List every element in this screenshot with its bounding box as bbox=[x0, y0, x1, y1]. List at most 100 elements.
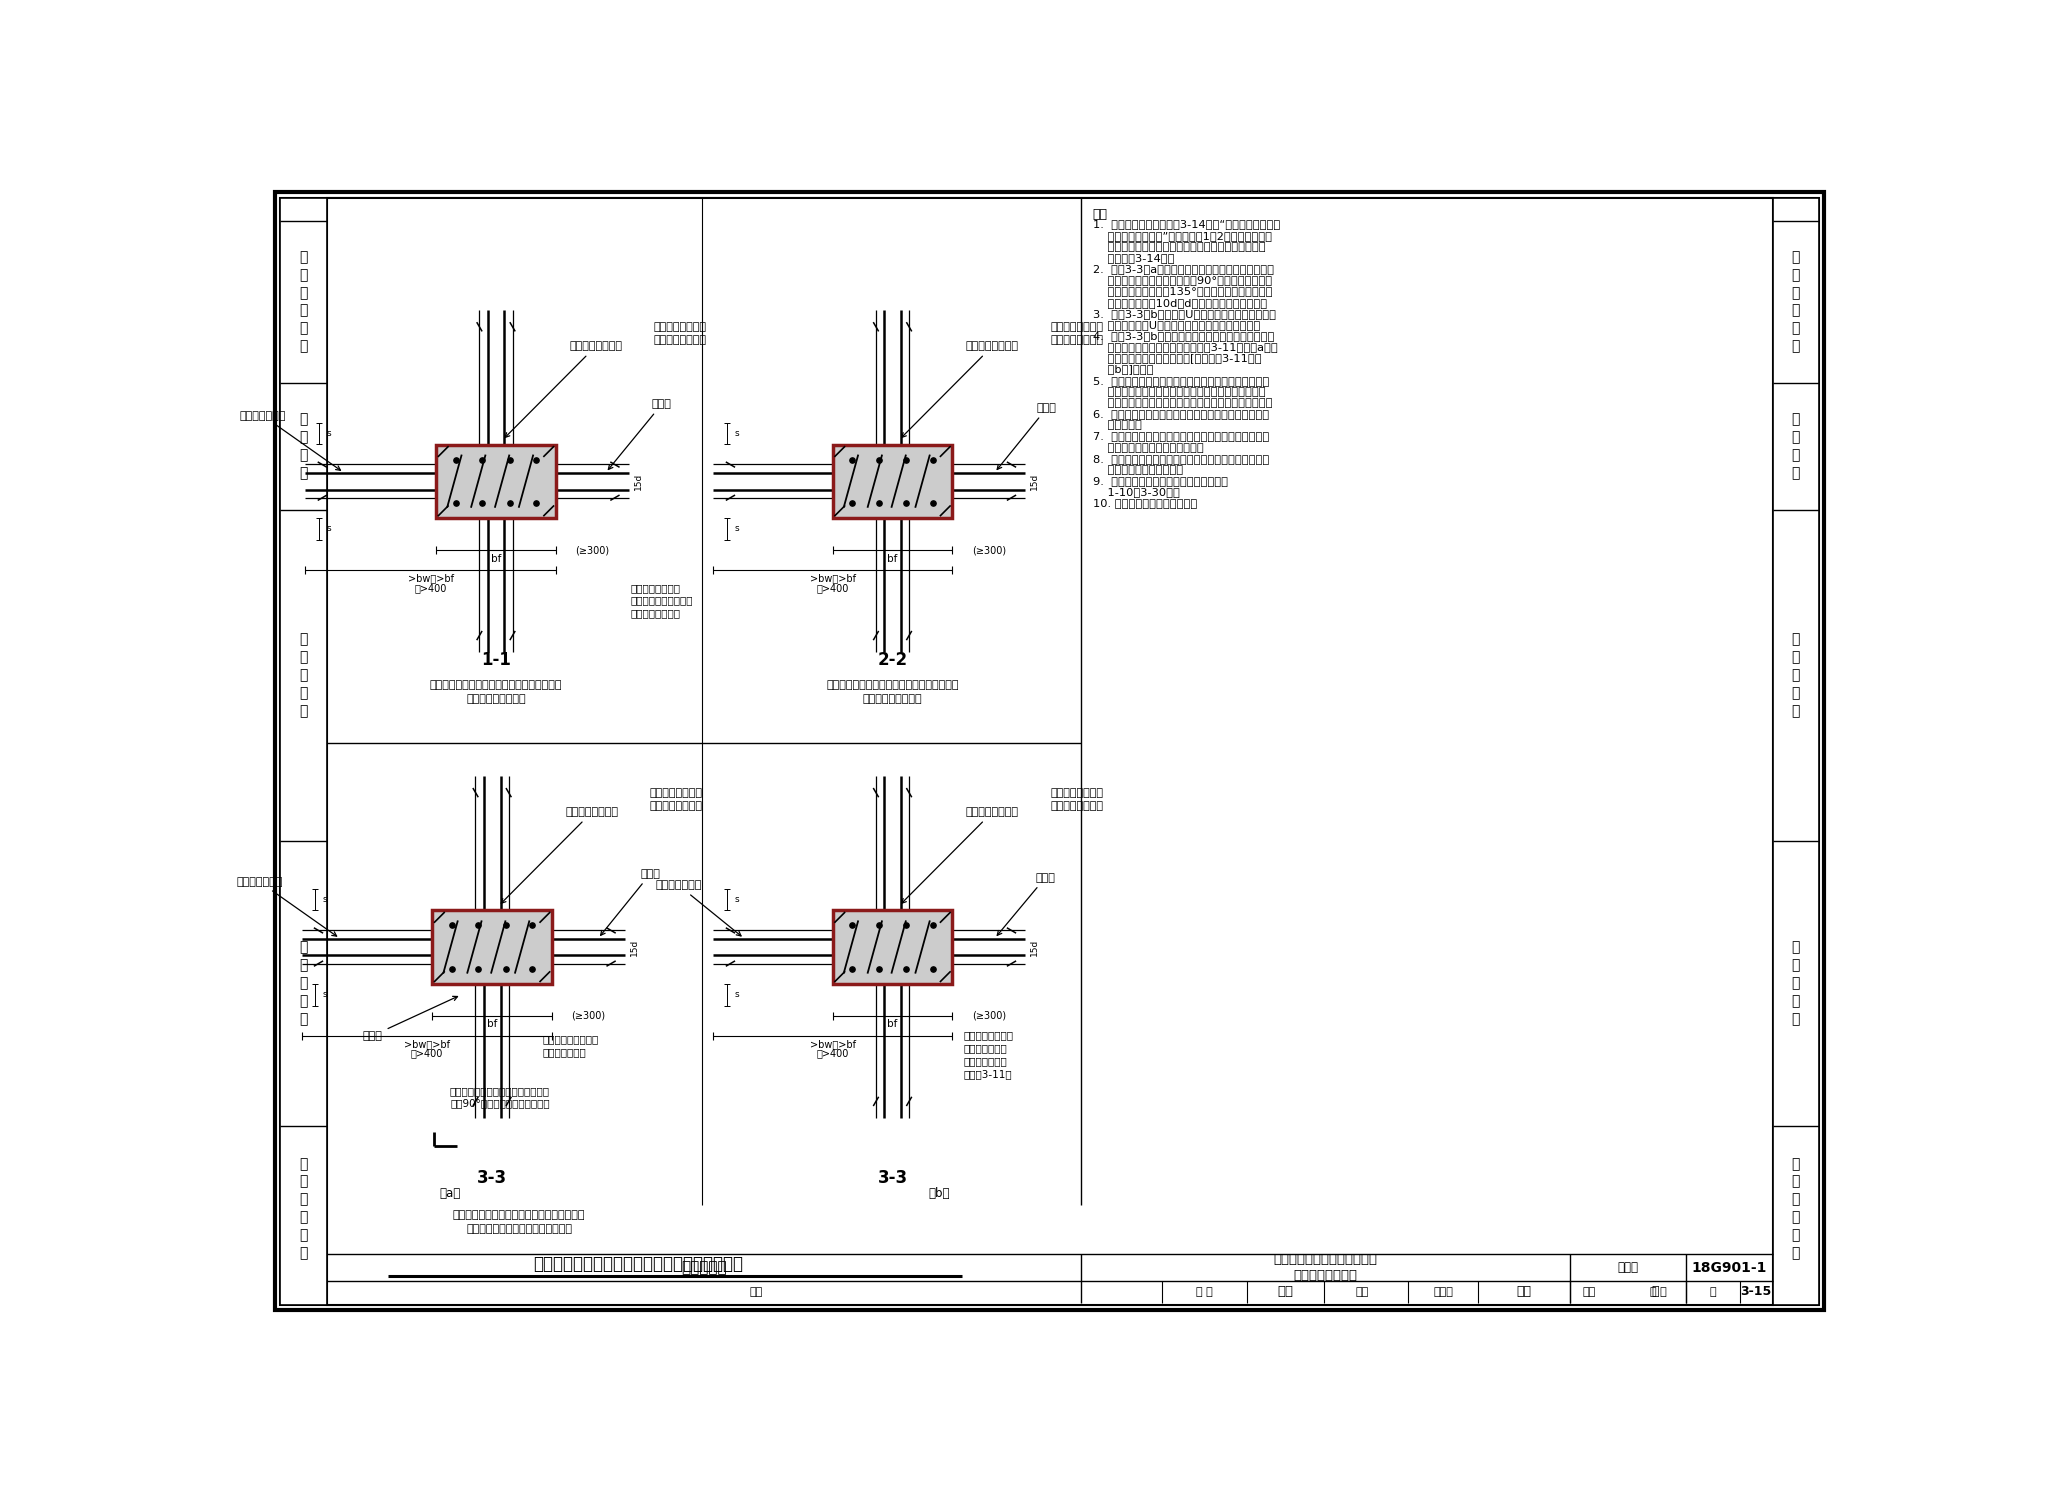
Text: 拉结筋: 拉结筋 bbox=[997, 403, 1057, 469]
Text: 且>400: 且>400 bbox=[817, 583, 850, 592]
Text: 3.  剖面3-3（b）中采用U形钢筋与剪力墙水平分布钢: 3. 剖面3-3（b）中采用U形钢筋与剪力墙水平分布钢 bbox=[1094, 308, 1276, 318]
Text: 审核: 审核 bbox=[750, 1287, 762, 1298]
Text: 多于两层。: 多于两层。 bbox=[1094, 420, 1141, 430]
Text: 墙体水平分布筋: 墙体水平分布筋 bbox=[236, 876, 336, 936]
Text: 件范围外错开搭接，详见本图集第3-11页图（a）。: 件范围外错开搭接，详见本图集第3-11页图（a）。 bbox=[1094, 342, 1278, 353]
Text: 官志: 官志 bbox=[1516, 1286, 1532, 1299]
Text: 9.  拉结筋构造做法和排布规则见本图集第: 9. 拉结筋构造做法和排布规则见本图集第 bbox=[1094, 476, 1227, 487]
Bar bbox=[1774, 198, 1819, 1305]
Text: 框
架
部
分: 框 架 部 分 bbox=[299, 412, 307, 481]
Text: 外圈设置封闭箍筋）: 外圈设置封闭箍筋） bbox=[467, 693, 526, 704]
Text: bf: bf bbox=[492, 554, 502, 564]
Text: 18G901-1: 18G901-1 bbox=[1692, 1260, 1767, 1275]
Text: s: s bbox=[322, 894, 328, 903]
Text: 曹 爽: 曹 爽 bbox=[1651, 1287, 1667, 1298]
Text: 6.  沿构造边缘构件外封闭箍筋周边，箍筋局部重叠不宜: 6. 沿构造边缘构件外封闭箍筋周边，箍筋局部重叠不宜 bbox=[1094, 409, 1270, 420]
Text: >bw，>bf: >bw，>bf bbox=[403, 1040, 451, 1049]
Bar bbox=[834, 445, 952, 518]
Text: 皮与剪力墙竖向分布筋外皮应位于同一垂直平面，边: 皮与剪力墙竖向分布筋外皮应位于同一垂直平面，边 bbox=[1094, 387, 1266, 397]
Text: s: s bbox=[326, 429, 332, 437]
Text: 15d: 15d bbox=[1030, 473, 1038, 490]
Text: 普
通
板
部
分: 普 通 板 部 分 bbox=[299, 940, 307, 1025]
Text: 且>400: 且>400 bbox=[414, 583, 446, 592]
Bar bbox=[281, 198, 326, 1305]
Text: 高志强: 高志强 bbox=[1434, 1287, 1452, 1298]
Text: 替代外圈封闭箍筋
的墙体水平分布
钢筋搭接做法见
本图集3-11页: 替代外圈封闭箍筋 的墙体水平分布 钢筋搭接做法见 本图集3-11页 bbox=[965, 1031, 1014, 1079]
Text: （构造边缘构件箍筋与墙体水平筋标高相同，: （构造边缘构件箍筋与墙体水平筋标高相同， bbox=[430, 680, 563, 690]
Text: 1-1: 1-1 bbox=[481, 650, 510, 668]
Text: 剪力墙构造边缘构件（翼墙）
钢筋排布构造详图: 剪力墙构造边缘构件（翼墙） 钢筋排布构造详图 bbox=[1274, 1253, 1378, 1283]
Text: 1.  本页图需结合本图集第3-14页中“剪力墙构造边缘构: 1. 本页图需结合本图集第3-14页中“剪力墙构造边缘构 bbox=[1094, 219, 1280, 229]
Text: 设计: 设计 bbox=[1583, 1287, 1595, 1298]
Text: 校对: 校对 bbox=[1356, 1287, 1368, 1298]
Text: 剪力墙部分: 剪力墙部分 bbox=[682, 1260, 727, 1275]
Text: 3-3: 3-3 bbox=[877, 1170, 907, 1187]
Text: 替代外圈封闭箍筋的墙体水平分布筋
墙都90°弯折后勾住对边竖向钢筋: 替代外圈封闭箍筋的墙体水平分布筋 墙都90°弯折后勾住对边竖向钢筋 bbox=[451, 1086, 549, 1109]
Text: 本图集第3-14页。: 本图集第3-14页。 bbox=[1094, 253, 1174, 263]
Text: （b）: （b） bbox=[928, 1187, 950, 1199]
Text: 图集号: 图集号 bbox=[1618, 1262, 1638, 1274]
Text: 剪
力
墙
部
分: 剪 力 墙 部 分 bbox=[299, 632, 307, 717]
Text: s: s bbox=[735, 990, 739, 1000]
Text: 外圈设置封闭箍筋）: 外圈设置封闭箍筋） bbox=[862, 693, 922, 704]
Text: 一
般
构
造
要
求: 一 般 构 造 要 求 bbox=[299, 250, 307, 353]
Text: 15d: 15d bbox=[633, 473, 643, 490]
Text: 缘构件箍筋与墙身水平分布筋内皮应位于同一垂直面。: 缘构件箍筋与墙身水平分布筋内皮应位于同一垂直面。 bbox=[1094, 397, 1272, 408]
Text: （构造边缘构件箍筋与墙体水平筋标高相同，: （构造边缘构件箍筋与墙体水平筋标高相同， bbox=[453, 1210, 586, 1220]
Text: 且>400: 且>400 bbox=[410, 1049, 442, 1058]
Text: 伸到对应并在墙部做135°弯钩勾住竖向钢筋。弯折: 伸到对应并在墙部做135°弯钩勾住竖向钢筋。弯折 bbox=[1094, 286, 1272, 296]
Text: （a）: （a） bbox=[438, 1187, 461, 1199]
Text: 宜同时勾住边缘构
件竖向钢筋和箍筋: 宜同时勾住边缘构 件竖向钢筋和箍筋 bbox=[653, 321, 707, 345]
Text: (≥300): (≥300) bbox=[571, 1010, 606, 1021]
Text: 件，在墙的端部竖向钢筋外侧90°水平弯折，然后延: 件，在墙的端部竖向钢筋外侧90°水平弯折，然后延 bbox=[1094, 275, 1272, 286]
Text: 15d: 15d bbox=[629, 939, 639, 955]
Text: 墙体水平分布筋: 墙体水平分布筋 bbox=[240, 411, 340, 470]
Text: (≥300): (≥300) bbox=[971, 1010, 1006, 1021]
Text: 15d: 15d bbox=[1030, 939, 1038, 955]
Text: 普
通
板
部
分: 普 通 板 部 分 bbox=[1792, 940, 1800, 1025]
Text: 拉结筋: 拉结筋 bbox=[608, 399, 672, 470]
Text: bf: bf bbox=[487, 1019, 498, 1030]
Text: 宜同时勾住边缘构
件竖向钢筋和箍筋: 宜同时勾住边缘构 件竖向钢筋和箍筋 bbox=[649, 787, 702, 811]
Text: >bw，>bf: >bw，>bf bbox=[809, 573, 856, 583]
Text: >bw，>bf: >bw，>bf bbox=[809, 1040, 856, 1049]
Text: bf: bf bbox=[887, 554, 897, 564]
Text: 构造边缘构件拉筋: 构造边缘构件拉筋 bbox=[502, 808, 618, 903]
Text: 后平直段长度为10d（d为水平分布钢筋直径）。: 后平直段长度为10d（d为水平分布钢筋直径）。 bbox=[1094, 298, 1268, 308]
Text: 拉结筋: 拉结筋 bbox=[997, 873, 1055, 936]
Text: 曹: 曹 bbox=[1651, 1286, 1659, 1299]
Text: 墙体水平分布筋: 墙体水平分布筋 bbox=[655, 881, 741, 936]
Text: s: s bbox=[326, 524, 332, 533]
Text: 7.  施工安装绑扎时，边缘构件矩形封闭箍筋弯钩位置应: 7. 施工安装绑扎时，边缘构件矩形封闭箍筋弯钩位置应 bbox=[1094, 432, 1270, 442]
Text: 刘以: 刘以 bbox=[1278, 1286, 1292, 1299]
Text: 构造同内侧水平分布筋。: 构造同内侧水平分布筋。 bbox=[1094, 464, 1184, 475]
Text: >bw，>bf: >bw，>bf bbox=[408, 573, 453, 583]
Text: 墙体水平分布筋替代外圈封闭箍筋）: 墙体水平分布筋替代外圈封闭箍筋） bbox=[467, 1223, 571, 1234]
Text: （构造边缘构件箍筋与墙体水平筋标高不同，: （构造边缘构件箍筋与墙体水平筋标高不同， bbox=[825, 680, 958, 690]
Text: 2-2: 2-2 bbox=[877, 650, 907, 668]
Text: 10. 括号内数值用于高层建筑。: 10. 括号内数值用于高层建筑。 bbox=[1094, 498, 1196, 509]
Text: 页: 页 bbox=[1710, 1287, 1716, 1298]
Text: 2.  剖面3-3（a）中，墙体水平分布筋伸入构造边缘构: 2. 剖面3-3（a）中，墙体水平分布筋伸入构造边缘构 bbox=[1094, 263, 1274, 274]
Text: 框
架
部
分: 框 架 部 分 bbox=[1792, 412, 1800, 481]
Text: (≥300): (≥300) bbox=[971, 545, 1006, 555]
Text: 墙体水平分布筋：
伸至构造边缘构件外侧
竖向钢筋内侧弯折: 墙体水平分布筋： 伸至构造边缘构件外侧 竖向钢筋内侧弯折 bbox=[631, 583, 692, 619]
Text: s: s bbox=[735, 894, 739, 903]
Text: bf: bf bbox=[887, 1019, 897, 1030]
Bar bbox=[436, 445, 555, 518]
Text: s: s bbox=[322, 990, 328, 1000]
Text: 构造边缘构件拉筋: 构造边缘构件拉筋 bbox=[901, 341, 1018, 437]
Text: s: s bbox=[735, 524, 739, 533]
Text: 无
梁
楼
盖
部
分: 无 梁 楼 盖 部 分 bbox=[299, 1156, 307, 1260]
Text: 剪力墙构造边缘构件（翼墙）钢筋排布构造详图: 剪力墙构造边缘构件（翼墙）钢筋排布构造详图 bbox=[532, 1256, 743, 1274]
Text: 8.  剪力墙钢筋配置多于两排时，中间排水平分布筋端部: 8. 剪力墙钢筋配置多于两排时，中间排水平分布筋端部 bbox=[1094, 454, 1270, 464]
Text: 替代外圈封闭箍筋的
墙体水平分布筋: 替代外圈封闭箍筋的 墙体水平分布筋 bbox=[543, 1034, 598, 1056]
Text: s: s bbox=[735, 429, 739, 437]
Text: 也可采用该页同一位置搭接[本图集第3-11页图: 也可采用该页同一位置搭接[本图集第3-11页图 bbox=[1094, 353, 1262, 363]
Text: 件钢筋排布立面图”及该页中注1、2阅读使用。构件: 件钢筋排布立面图”及该页中注1、2阅读使用。构件 bbox=[1094, 231, 1272, 241]
Text: 宜同时勾住边缘构
件竖向钢筋和箍筋: 宜同时勾住边缘构 件竖向钢筋和箍筋 bbox=[1051, 321, 1104, 345]
Text: 3-3: 3-3 bbox=[477, 1170, 508, 1187]
Text: （b）]做法。: （b）]做法。 bbox=[1094, 365, 1153, 375]
Text: 5.  施工钢筋排布时，剪力墙构造边缘构件的竖向钢筋外: 5. 施工钢筋排布时，剪力墙构造边缘构件的竖向钢筋外 bbox=[1094, 375, 1270, 385]
Text: 注：: 注： bbox=[1094, 208, 1108, 220]
